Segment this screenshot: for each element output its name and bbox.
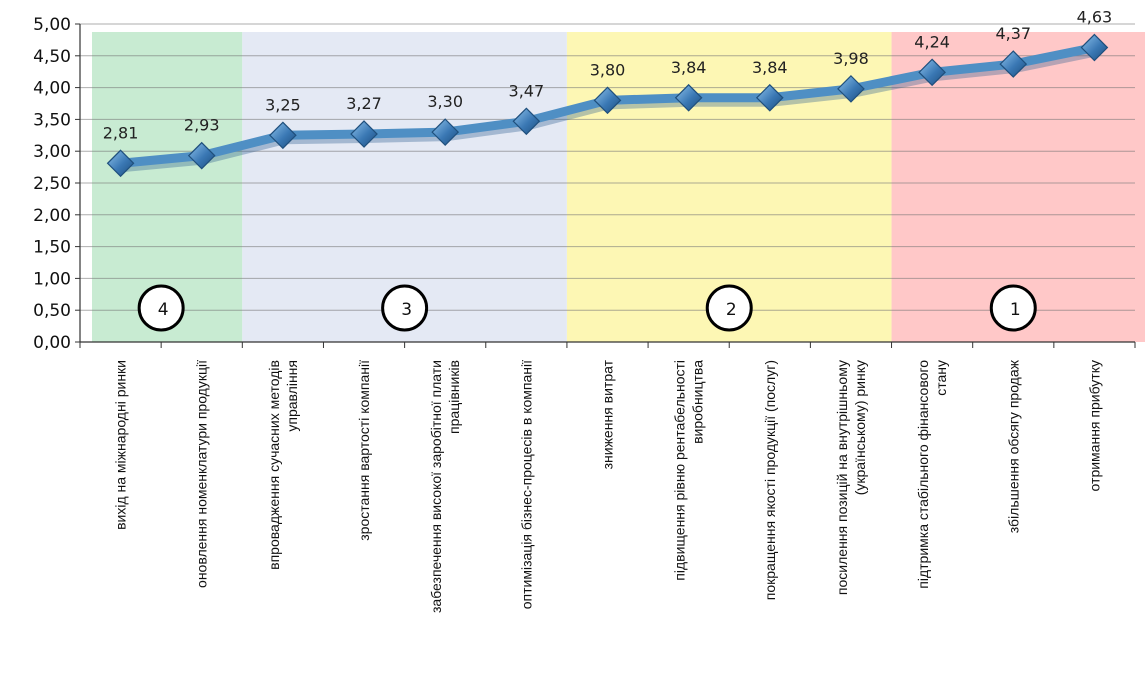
zone-badge-number: 4 — [158, 300, 169, 320]
x-tick-label: посилення позицій на внутрішньому (україн… — [834, 360, 868, 595]
x-tick-label-line: збільшення обсягу продаж — [1005, 359, 1021, 533]
x-tick-label-line: впровадження сучасних методів — [266, 360, 282, 570]
x-tick-label-line: оновлення номенклатури продукції — [194, 360, 210, 588]
data-point-marker — [350, 120, 378, 148]
x-tick-label: отримання прибутку — [1086, 360, 1102, 491]
y-tick-label: 3,00 — [33, 142, 71, 162]
zone-number-badges: 4 3 2 1 — [137, 284, 1037, 332]
zone-badge-circle — [989, 284, 1037, 332]
x-tick-label-line: отримання прибутку — [1086, 360, 1102, 491]
x-tick-label-line: оптимізація бізнес-процесів в компанії — [518, 360, 534, 609]
x-tick-label: підвищення рівню рентабельності виробницт… — [672, 360, 706, 581]
zone-badge-number: 2 — [726, 300, 737, 320]
y-tick-label: 0,50 — [33, 301, 71, 321]
x-tick-label-line: забезпечення високої заробітної плати — [428, 360, 444, 613]
x-tick-label: покращення якості продукції (послуг) — [762, 360, 778, 600]
x-tick-label-line: зниження витрат — [600, 359, 616, 469]
x-tick-label: зниження витрат — [600, 359, 616, 469]
y-tick-label: 4,50 — [33, 47, 71, 67]
data-point-marker — [431, 118, 460, 146]
data-label: 2,93 — [184, 116, 220, 135]
x-tick-label: зростання вартості компанії — [356, 360, 372, 541]
x-tick-label-line: управління — [284, 360, 300, 432]
zone-badge-circle — [137, 284, 185, 332]
x-tick-label-line: зростання вартості компанії — [356, 360, 372, 541]
data-point-marker — [269, 121, 297, 150]
data-label: 3,25 — [265, 95, 301, 114]
x-tick-label-line: підвищення рівню рентабельності — [672, 360, 688, 581]
x-tick-label-line: працівників — [446, 360, 462, 434]
x-tick-label-line: підтримка стабільного фінансового — [915, 360, 931, 589]
data-point-marker — [674, 83, 703, 112]
data-label: 3,84 — [671, 58, 707, 77]
data-label: 4,37 — [995, 24, 1031, 43]
y-axis-tick-labels: 0,00 0,50 1,00 1,50 2,00 2,50 3,00 3,50 4,00 4,50… — [33, 15, 71, 353]
y-tick-label: 0,00 — [33, 333, 71, 353]
data-label: 3,98 — [833, 49, 869, 68]
x-tick-label: збільшення обсягу продаж — [1005, 359, 1021, 533]
data-point-marker — [106, 149, 135, 178]
data-label: 4,63 — [1077, 8, 1113, 27]
y-tick-label: 2,00 — [33, 206, 71, 226]
x-tick-label-line: посилення позицій на внутрішньому — [834, 360, 850, 595]
data-point-marker — [999, 50, 1028, 78]
x-tick-label: впровадження сучасних методів управління — [266, 360, 300, 570]
x-axis-tick-labels: вихід на міжнародні ринки оновлення номен… — [113, 359, 1103, 613]
x-tick-label-line: стану — [933, 360, 949, 396]
y-tick-label: 4,00 — [33, 79, 71, 99]
x-tick-label-line: (українському) ринку — [852, 360, 868, 495]
x-tick-label: оновлення номенклатури продукції — [194, 360, 210, 588]
data-point-marker — [837, 75, 865, 103]
gridlines — [80, 23, 1135, 311]
data-point-marker — [1080, 33, 1109, 62]
x-tick-label-line: вихід на міжнародні ринки — [113, 360, 129, 530]
y-tick-label: 1,50 — [33, 238, 71, 258]
zone-badge-number: 3 — [401, 300, 412, 320]
data-label: 4,24 — [914, 32, 950, 51]
data-label: 2,81 — [103, 123, 139, 142]
data-point-marker — [593, 86, 622, 115]
data-point-marker — [512, 107, 541, 136]
data-label: 3,27 — [346, 94, 382, 113]
data-labels: 2,81 2,93 3,25 3,27 3,30 3,47 3,80 3,84 3,84 3,98… — [103, 8, 1112, 143]
axes — [75, 23, 1136, 348]
zone-backgrounds — [92, 32, 1145, 342]
zone-badge-circle — [705, 284, 753, 332]
data-label: 3,84 — [752, 58, 788, 77]
x-tick-label-line: виробництва — [690, 360, 706, 444]
y-tick-label: 2,50 — [33, 174, 71, 194]
y-tick-label: 5,00 — [33, 15, 71, 35]
y-tick-label: 1,00 — [33, 269, 71, 289]
y-tick-label: 3,50 — [33, 110, 71, 130]
data-label: 3,80 — [590, 60, 626, 79]
x-tick-label: вихід на міжнародні ринки — [113, 360, 129, 530]
x-tick-label: оптимізація бізнес-процесів в компанії — [518, 360, 534, 609]
data-label: 3,30 — [427, 92, 463, 111]
data-point-marker — [187, 141, 216, 170]
zone-badge-number: 1 — [1010, 300, 1021, 320]
x-tick-label: забезпечення високої заробітної плати пра… — [428, 360, 462, 613]
x-tick-label: підтримка стабільного фінансового стану — [915, 360, 949, 589]
data-point-marker — [755, 83, 784, 112]
x-tick-label-line: покращення якості продукції (послуг) — [762, 360, 778, 600]
zone-badge-circle — [381, 284, 429, 332]
data-point-marker — [918, 58, 946, 87]
series — [106, 33, 1109, 178]
data-label: 3,47 — [509, 81, 545, 100]
